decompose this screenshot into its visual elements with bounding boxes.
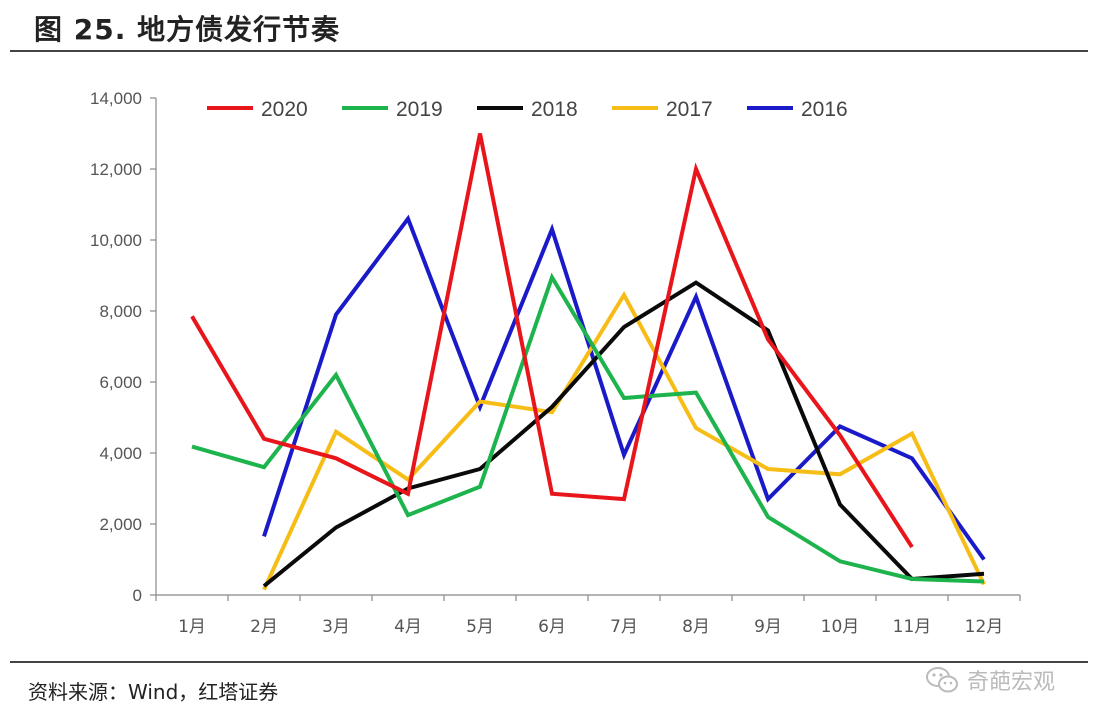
legend-label: 2018 [531,98,578,121]
x-tick-label: 12月 [965,617,1004,637]
figure-title: 图 25. 地方债发行节奏 [34,13,341,46]
x-tick-label: 9月 [754,617,782,637]
x-tick-label: 4月 [394,617,422,637]
series-2020 [190,133,914,549]
x-tick-label: 11月 [893,617,932,637]
wechat-icon [926,667,958,693]
x-tick-label: 6月 [538,617,566,637]
chart-axes: 0 2,000 4,000 6,000 8,000 10,000 12,000 14,000 1… [90,89,1021,637]
series-line-2018 [262,280,985,588]
legend-label: 2020 [261,98,308,121]
chart-legend: 2020 2019 2018 2017 2016 [207,98,848,121]
y-tick-label: 10,000 [90,231,142,250]
legend-label: 2017 [666,98,713,121]
x-tick-label: 3月 [322,617,350,637]
y-tick-label: 6,000 [99,373,142,392]
legend-label: 2016 [801,98,848,121]
y-tick-label: 2,000 [99,515,142,534]
x-tick-label: 5月 [466,617,494,637]
series-2016 [262,214,986,561]
legend-item-2017: 2017 [612,98,713,121]
legend-label: 2019 [396,98,443,121]
series-line-2020 [190,133,914,549]
x-tick-label: 1月 [178,617,206,637]
legend-item-2018: 2018 [477,98,578,121]
x-tick-label: 7月 [610,617,638,637]
title-divider [10,50,1088,52]
x-tick-label: 8月 [682,617,710,637]
y-tick-label: 0 [133,586,142,605]
watermark-text: 奇葩宏观 [967,670,1056,695]
legend-item-2019: 2019 [342,98,443,121]
source-note: 资料来源：Wind，红塔证券 [28,680,279,704]
series-2019 [191,272,985,584]
y-tick-label: 14,000 [90,89,142,108]
series-layer [190,133,986,591]
legend-item-2020: 2020 [207,98,308,121]
y-tick-label: 12,000 [90,160,142,179]
x-tick-label: 10月 [821,617,860,637]
series-2017 [262,290,986,591]
x-tick-label: 2月 [250,617,278,637]
series-2018 [262,280,985,588]
series-line-2019 [191,272,985,584]
y-tick-label: 4,000 [99,444,142,463]
y-tick-label: 8,000 [99,302,142,321]
watermark: 奇葩宏观 [925,663,1055,697]
source-divider [10,661,1088,663]
legend-item-2016: 2016 [747,98,848,121]
line-chart: 0 2,000 4,000 6,000 8,000 10,000 12,000 14,000 1… [90,89,1021,637]
